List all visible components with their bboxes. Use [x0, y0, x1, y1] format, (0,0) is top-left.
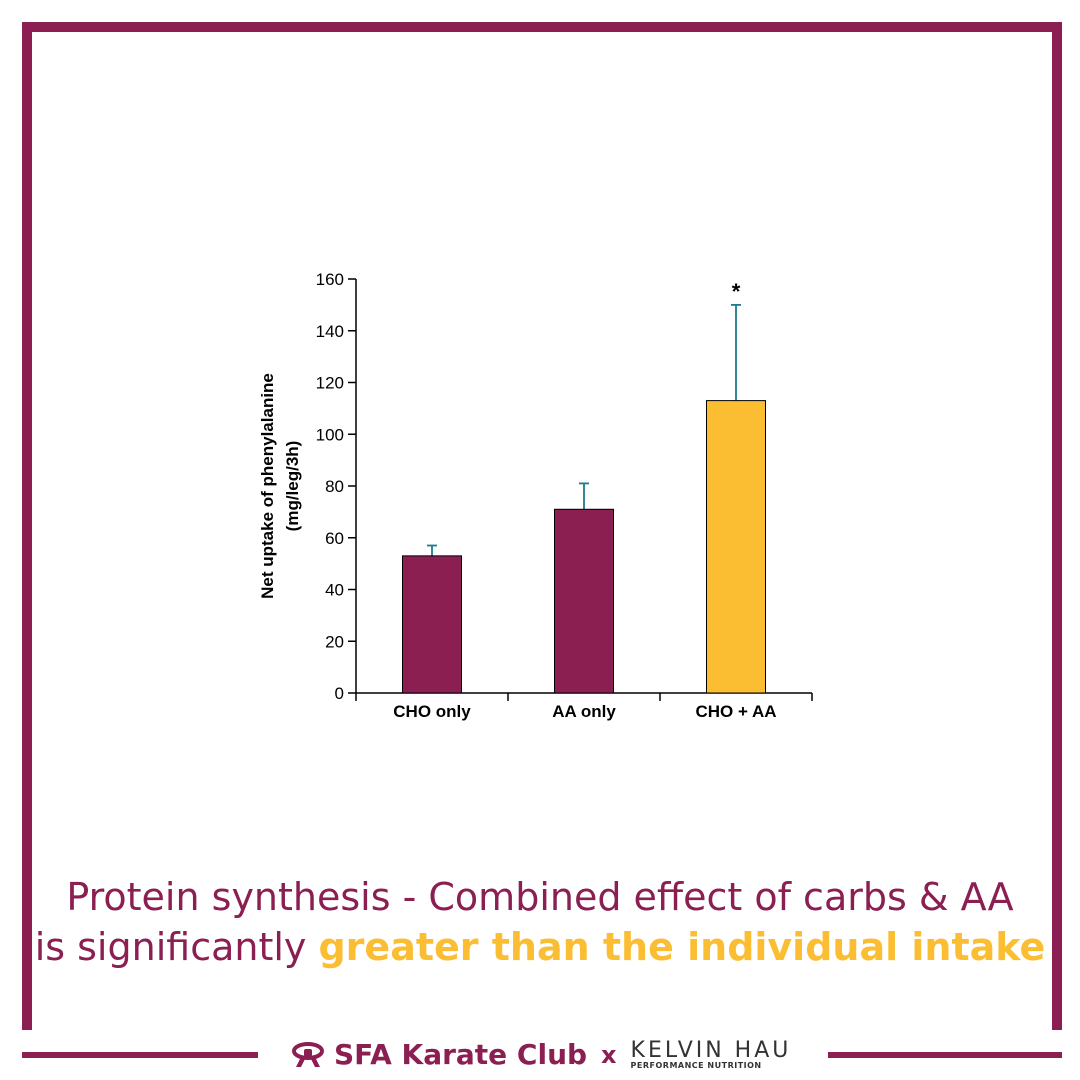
page-frame: [22, 22, 1062, 1062]
brand-separator: x: [601, 1040, 617, 1069]
y-axis-label: Net uptake of phenylalanine: [258, 373, 277, 599]
caption-highlight: greater than the individual intake: [318, 925, 1046, 969]
y-tick-label: 120: [316, 374, 344, 393]
y-tick-label: 160: [316, 270, 344, 289]
y-tick-label: 80: [325, 477, 344, 496]
partner-logo: KELVIN HAU PERFORMANCE NUTRITION: [630, 1037, 792, 1070]
caption-line-1: Protein synthesis - Combined effect of c…: [66, 875, 1014, 919]
brand-lockup: SFA Karate Club x KELVIN HAU PERFORMANCE…: [290, 1038, 791, 1071]
y-tick-label: 140: [316, 322, 344, 341]
bar-cho-aa: [706, 400, 766, 694]
brand-name: SFA Karate Club: [334, 1038, 588, 1071]
footer-divider-right: [828, 1052, 1062, 1058]
x-tick-label: CHO + AA: [695, 702, 776, 721]
caption-line-2: is significantly greater than the indivi…: [0, 922, 1080, 972]
footer: SFA Karate Club x KELVIN HAU PERFORMANCE…: [0, 1030, 1080, 1080]
caption: Protein synthesis - Combined effect of c…: [0, 872, 1080, 972]
bar-aa-only: [554, 508, 614, 694]
y-tick-label: 20: [325, 632, 344, 651]
footer-divider-left: [22, 1052, 258, 1058]
y-tick-label: 0: [335, 684, 344, 703]
x-tick-label: AA only: [552, 702, 616, 721]
karate-belt-icon: [292, 1041, 324, 1067]
x-tick-label: CHO only: [393, 702, 471, 721]
partner-name: KELVIN HAU: [630, 1037, 792, 1063]
significance-marker: *: [732, 279, 741, 304]
bar-cho-only: [402, 555, 462, 694]
y-axis-unit-label: (mg/leg/3h): [283, 441, 302, 532]
caption-line-2-plain: is significantly: [34, 925, 319, 969]
y-tick-label: 60: [325, 529, 344, 548]
y-tick-label: 40: [325, 581, 344, 600]
y-tick-label: 100: [316, 425, 344, 444]
partner-subtitle: PERFORMANCE NUTRITION: [630, 1060, 762, 1070]
